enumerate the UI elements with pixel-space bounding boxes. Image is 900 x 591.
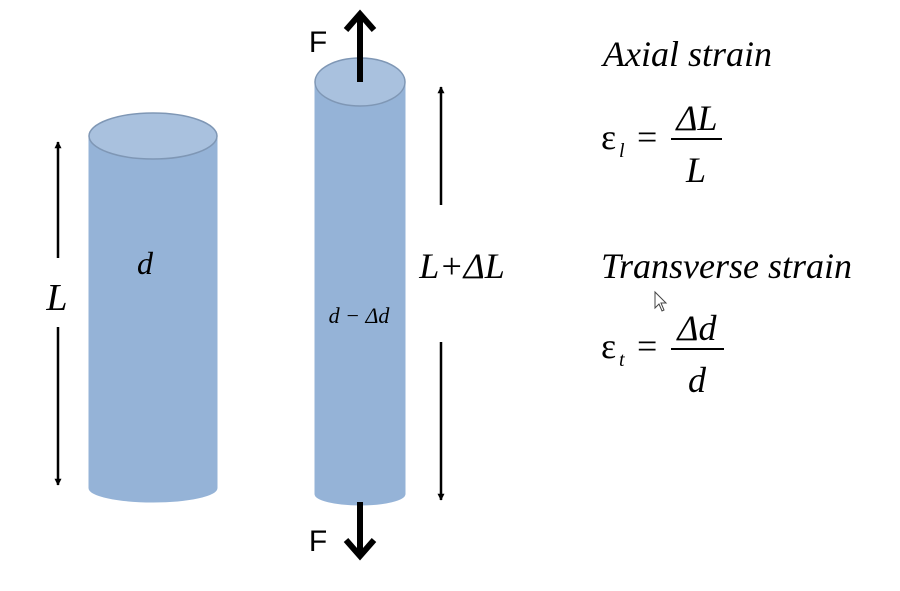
force-bottom-arrow-head (343, 538, 377, 561)
right-length-label: L+ΔL (418, 246, 504, 286)
transverse-strain-title: Transverse strain (601, 246, 852, 286)
axial-strain-block: Axial strain ε l = ΔL L (601, 34, 772, 190)
axial-strain-denominator: L (685, 150, 706, 190)
force-top-arrow-head (343, 9, 377, 32)
transverse-strain-symbol: ε (601, 326, 616, 366)
right-cylinder (314, 57, 406, 506)
force-top: F (309, 9, 377, 82)
left-length-label: L (45, 277, 67, 319)
left-diameter-label: d (137, 245, 154, 281)
force-top-label: F (309, 26, 327, 59)
axial-strain-symbol: ε (601, 117, 616, 157)
left-length-dimension: L (45, 141, 68, 486)
left-cylinder (88, 112, 218, 503)
force-bottom: F (309, 502, 377, 561)
transverse-strain-denominator: d (688, 360, 707, 400)
transverse-strain-subscript: t (619, 349, 625, 371)
right-cylinder-body (314, 81, 406, 506)
axial-strain-title: Axial strain (601, 34, 772, 74)
axial-strain-subscript: l (619, 140, 625, 162)
force-bottom-label: F (309, 525, 327, 558)
axial-strain-equals: = (637, 117, 657, 157)
transverse-strain-numerator: Δd (675, 308, 717, 348)
left-cylinder-body (88, 135, 218, 503)
transverse-strain-block: Transverse strain ε t = Δd d (601, 246, 852, 400)
transverse-strain-equals: = (637, 326, 657, 366)
right-length-dimension: L+ΔL (418, 86, 505, 501)
mouse-pointer-icon (654, 290, 668, 312)
right-diameter-label: d − Δd (329, 303, 391, 328)
left-cylinder-top (88, 112, 218, 160)
axial-strain-numerator: ΔL (674, 98, 717, 138)
